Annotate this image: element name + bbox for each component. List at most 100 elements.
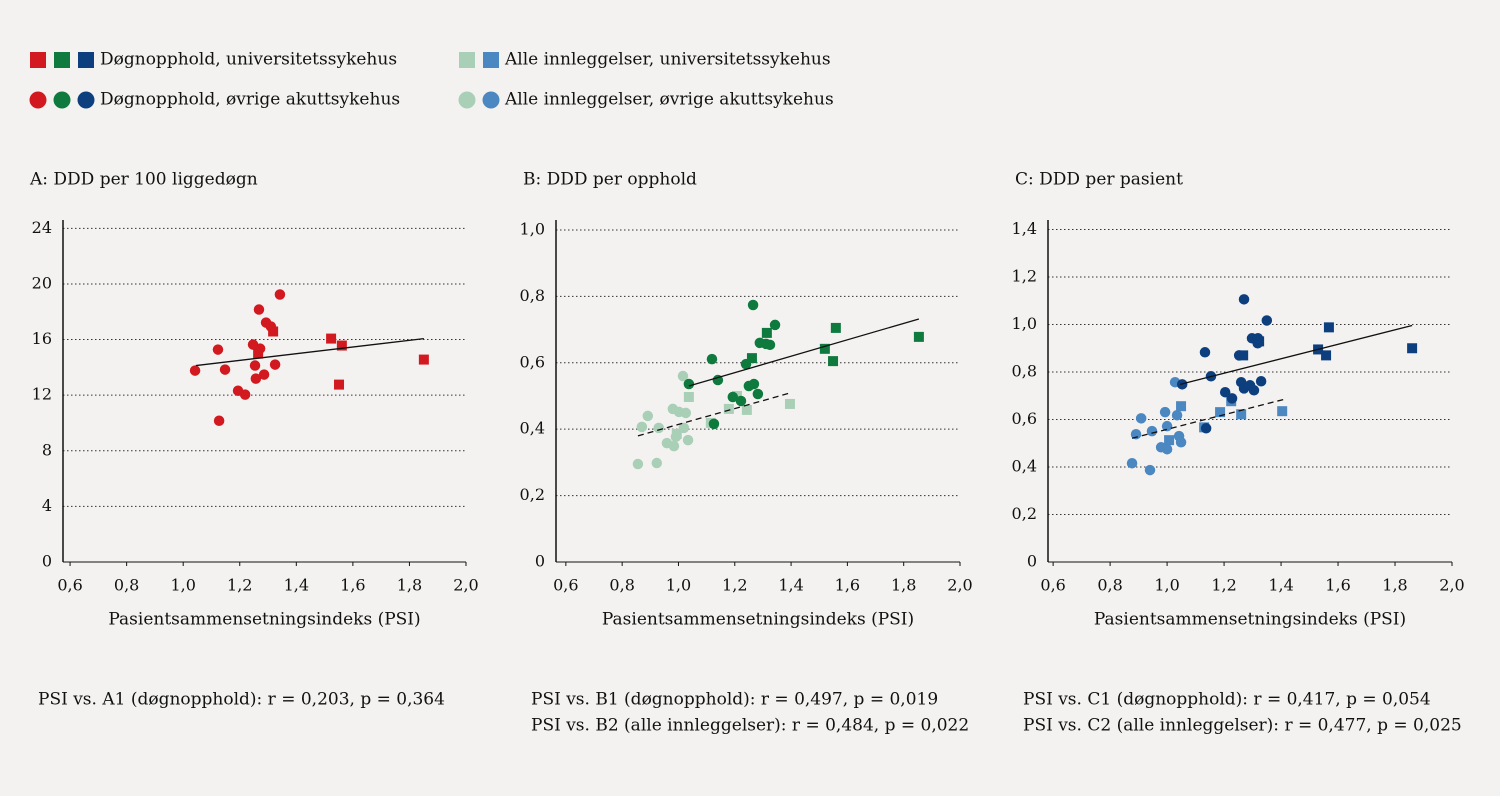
point bbox=[830, 322, 841, 333]
x-tick-label: 0,6 bbox=[553, 576, 578, 595]
legend-marker bbox=[458, 91, 476, 109]
y-tick-label: 1,4 bbox=[1012, 219, 1037, 238]
legend-marker bbox=[30, 52, 46, 68]
point bbox=[1200, 423, 1212, 434]
point bbox=[249, 360, 261, 371]
point bbox=[746, 353, 757, 364]
x-tick-label: 1,8 bbox=[891, 576, 916, 595]
x-tick-label: 1,2 bbox=[722, 576, 747, 595]
legend-label: Alle innleggelser, universitetssykehus bbox=[504, 50, 831, 70]
point bbox=[1233, 350, 1245, 361]
point bbox=[668, 440, 680, 452]
x-tick-label: 1,2 bbox=[1211, 576, 1236, 595]
legend-marker bbox=[53, 91, 71, 109]
trend-line bbox=[1180, 324, 1413, 385]
x-axis-label: Pasientsammensetningsindeks (PSI) bbox=[108, 610, 420, 630]
point bbox=[1248, 385, 1260, 396]
point bbox=[1126, 457, 1138, 469]
y-tick-label: 0,4 bbox=[1012, 457, 1037, 476]
point bbox=[1130, 428, 1142, 440]
y-tick-label: 12 bbox=[32, 385, 52, 404]
point bbox=[683, 391, 694, 402]
point bbox=[213, 415, 225, 427]
point bbox=[250, 373, 262, 384]
point bbox=[764, 339, 776, 351]
x-tick-label: 2,0 bbox=[1439, 576, 1464, 595]
legend-marker bbox=[482, 91, 500, 109]
legend-label: Døgnopphold, øvrige akuttsykehus bbox=[100, 90, 400, 110]
x-tick-label: 1,0 bbox=[1154, 576, 1179, 595]
point bbox=[1236, 409, 1247, 420]
point bbox=[642, 410, 654, 422]
x-tick-label: 0,6 bbox=[1040, 576, 1065, 595]
y-tick-label: 0,6 bbox=[520, 352, 545, 371]
point bbox=[740, 358, 752, 370]
point bbox=[254, 343, 266, 354]
trend-line bbox=[1131, 398, 1285, 439]
point bbox=[819, 343, 830, 354]
point bbox=[741, 404, 752, 415]
point bbox=[253, 304, 265, 315]
x-tick-label: 0,8 bbox=[609, 576, 634, 595]
point bbox=[1164, 435, 1175, 446]
legend-marker bbox=[78, 52, 94, 68]
point bbox=[1226, 393, 1238, 404]
point bbox=[677, 370, 689, 382]
point bbox=[761, 327, 772, 338]
x-tick-label: 1,8 bbox=[1382, 576, 1407, 595]
point bbox=[682, 434, 694, 446]
point bbox=[1144, 464, 1156, 476]
panel-title: C: DDD per pasient bbox=[1015, 170, 1183, 190]
point bbox=[1215, 407, 1226, 418]
point bbox=[1407, 343, 1418, 354]
x-axis-label: Pasientsammensetningsindeks (PSI) bbox=[1094, 610, 1406, 630]
x-tick-label: 1,6 bbox=[835, 576, 860, 595]
point bbox=[334, 379, 345, 390]
x-axis-label: Pasientsammensetningsindeks (PSI) bbox=[602, 610, 914, 630]
point bbox=[274, 289, 286, 300]
y-tick-label: 4 bbox=[42, 496, 52, 515]
x-tick-label: 1,6 bbox=[1325, 576, 1350, 595]
y-tick-label: 20 bbox=[32, 273, 52, 292]
point bbox=[828, 356, 839, 367]
point bbox=[1159, 406, 1171, 418]
point bbox=[747, 299, 759, 311]
point bbox=[1323, 322, 1334, 333]
point bbox=[752, 388, 764, 400]
stat-line: PSI vs. B2 (alle innleggelser): r = 0,48… bbox=[531, 716, 969, 736]
y-tick-label: 24 bbox=[32, 218, 52, 237]
stat-line: PSI vs. B1 (døgnopphold): r = 0,497, p =… bbox=[531, 690, 938, 710]
point bbox=[1176, 401, 1187, 412]
point bbox=[708, 418, 720, 430]
panel-title: B: DDD per opphold bbox=[523, 170, 697, 190]
y-tick-label: 0,2 bbox=[1012, 504, 1037, 523]
point bbox=[651, 457, 663, 469]
y-tick-label: 1,0 bbox=[1012, 314, 1037, 333]
point bbox=[1161, 443, 1173, 455]
point bbox=[239, 389, 251, 400]
x-tick-label: 1,4 bbox=[1268, 576, 1293, 595]
point bbox=[1261, 315, 1273, 326]
point bbox=[727, 391, 739, 403]
point bbox=[418, 354, 429, 365]
y-tick-label: 0 bbox=[1027, 552, 1037, 571]
y-tick-label: 16 bbox=[32, 329, 52, 348]
point bbox=[706, 353, 718, 365]
legend-marker bbox=[54, 52, 70, 68]
x-tick-label: 1,6 bbox=[340, 576, 365, 595]
y-tick-label: 0 bbox=[42, 552, 52, 571]
legend-marker bbox=[459, 52, 475, 68]
point bbox=[913, 331, 924, 342]
x-tick-label: 0,8 bbox=[1097, 576, 1122, 595]
point bbox=[680, 407, 692, 419]
point bbox=[1161, 420, 1173, 432]
trend-line bbox=[688, 318, 920, 387]
y-tick-label: 0 bbox=[535, 552, 545, 571]
point bbox=[632, 458, 644, 470]
y-tick-label: 1,0 bbox=[520, 219, 545, 238]
x-tick-label: 0,8 bbox=[114, 576, 139, 595]
point bbox=[769, 319, 781, 331]
y-tick-label: 0,8 bbox=[520, 286, 545, 305]
point bbox=[1146, 425, 1158, 437]
legend-label: Døgnopphold, universitetssykehus bbox=[100, 50, 397, 70]
